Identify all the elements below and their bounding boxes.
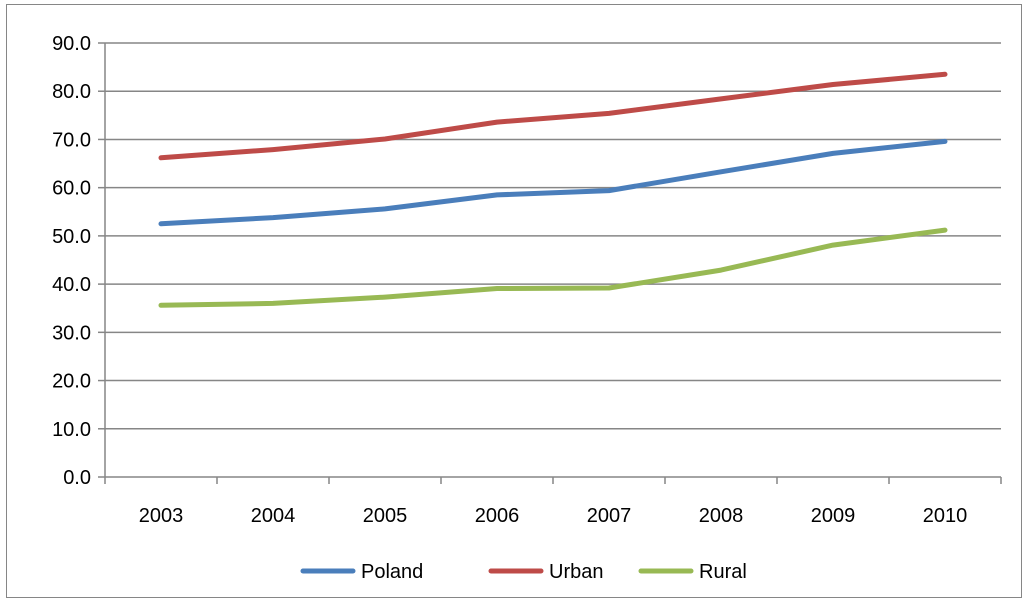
chart-frame: 0.0 10.0 20.0 30.0 40.0 50.0 60.0 70.0 80.0 90.0 … bbox=[6, 4, 1022, 598]
y-tick-label: 10.0 bbox=[52, 419, 91, 441]
axes bbox=[98, 42, 1002, 484]
series-lines bbox=[158, 71, 948, 308]
legend: Poland Urban Rural bbox=[300, 561, 747, 583]
x-tick-label: 2006 bbox=[475, 505, 520, 527]
y-tick-label: 60.0 bbox=[52, 178, 91, 200]
y-tick-label: 40.0 bbox=[52, 274, 91, 296]
legend-label-poland: Poland bbox=[361, 561, 423, 583]
x-tick-label: 2004 bbox=[251, 505, 296, 527]
y-tick-label: 0.0 bbox=[63, 467, 91, 489]
gridlines bbox=[105, 42, 1001, 430]
legend-label-urban: Urban bbox=[549, 561, 603, 583]
legend-label-rural: Rural bbox=[699, 561, 747, 583]
x-tick-label: 2003 bbox=[139, 505, 184, 527]
x-tick-label: 2007 bbox=[587, 505, 632, 527]
y-tick-label: 80.0 bbox=[52, 81, 91, 103]
line-chart: 0.010.020.030.040.050.060.070.080.090.0 … bbox=[52, 33, 1002, 583]
y-tick-label: 70.0 bbox=[52, 129, 91, 151]
y-tick-label: 20.0 bbox=[52, 371, 91, 393]
y-tick-label: 50.0 bbox=[52, 226, 91, 248]
y-tick-labels: 0.0 10.0 20.0 30.0 40.0 50.0 60.0 70.0 80.0 90.0 bbox=[52, 33, 91, 489]
y-tick-label: 90.0 bbox=[52, 33, 91, 55]
series-line-poland bbox=[158, 138, 948, 227]
x-tick-label: 2009 bbox=[811, 505, 856, 527]
series-line-rural bbox=[158, 227, 948, 308]
x-tick-label: 2005 bbox=[363, 505, 408, 527]
x-tick-label: 2010 bbox=[923, 505, 968, 527]
x-tick-label: 2008 bbox=[699, 505, 744, 527]
y-tick-label: 30.0 bbox=[52, 322, 91, 344]
series-line-urban bbox=[158, 71, 948, 161]
x-tick-labels: 2003 2004 2005 2006 2007 2008 2009 2010 bbox=[139, 505, 968, 527]
